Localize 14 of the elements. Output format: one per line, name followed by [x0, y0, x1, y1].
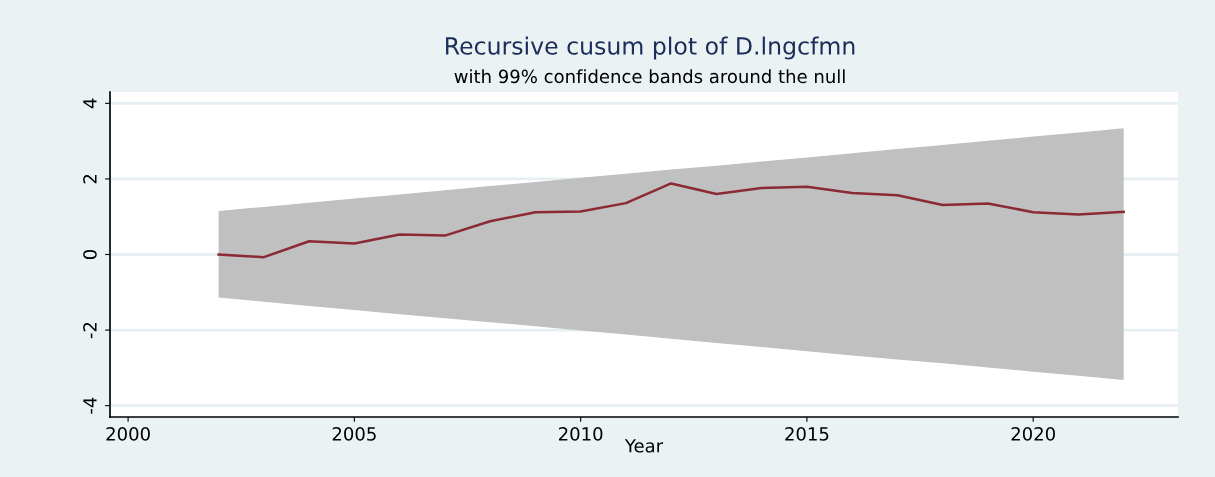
chart-subtitle: with 99% confidence bands around the null: [454, 69, 845, 84]
x-tick-label: 2005: [332, 427, 376, 441]
chart-title: Recursive cusum plot of D.lngcfmn: [446, 36, 855, 60]
y-tick-label: 4: [83, 98, 97, 109]
x-tick-label: 2020: [1011, 427, 1055, 441]
x-tick-label: 2010: [558, 427, 603, 441]
x-tick-label: 2015: [785, 427, 829, 441]
x-axis-title: Year: [624, 439, 664, 453]
x-tick-label: 2000: [106, 427, 150, 441]
line-series: [217, 182, 1125, 259]
y-tick-label: 0: [83, 249, 97, 260]
y-tick-label: -4: [83, 397, 97, 414]
y-tick-label: -2: [83, 322, 97, 339]
y-tick-label: 2: [83, 174, 97, 184]
